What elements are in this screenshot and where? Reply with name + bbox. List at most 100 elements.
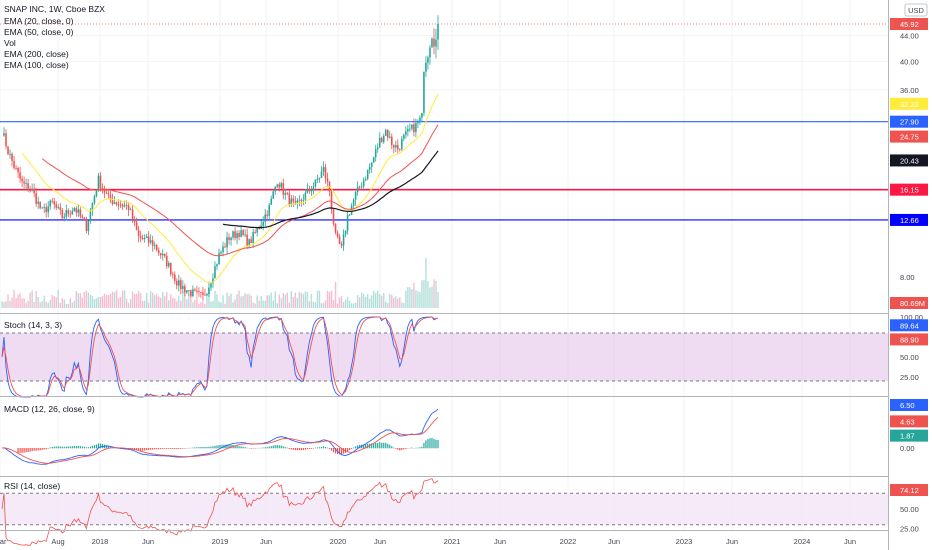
- candle-body: [242, 230, 244, 236]
- macd-hist-bar: [427, 439, 429, 449]
- candle-body: [111, 199, 114, 204]
- macd-hist-bar: [310, 448, 313, 449]
- volume-bar: [180, 300, 182, 308]
- macd-hist-bar: [320, 446, 323, 449]
- rsi-line: [1, 478, 439, 546]
- candle-body: [91, 203, 94, 211]
- stoch-tick-0: 100.00: [900, 313, 923, 322]
- rsi-tick-1: 25.00: [900, 525, 919, 534]
- macd-hist-bar: [385, 442, 387, 449]
- volume-bar: [320, 303, 323, 308]
- macd-hist-bar: [140, 448, 142, 451]
- stoch-k-line: [1, 316, 439, 398]
- legend-ema100[interactable]: EMA (100, close): [4, 60, 69, 70]
- volume-bar: [240, 296, 242, 308]
- volume-bar: [210, 301, 212, 308]
- macd-hist-bar: [415, 447, 417, 449]
- rsi-legend[interactable]: RSI (14, close): [4, 481, 60, 491]
- macd-hist-bar: [136, 448, 138, 451]
- legend-ema20[interactable]: EMA (20, close, 0): [4, 16, 74, 26]
- volume-bar: [352, 303, 355, 308]
- macd-hist-bar: [144, 448, 146, 451]
- candle-body: [382, 135, 385, 142]
- volume-bar: [156, 294, 158, 308]
- candle-body: [356, 186, 359, 193]
- macd-hist-bar: [172, 448, 174, 449]
- legend-vol[interactable]: Vol: [4, 38, 16, 48]
- volume-bar: [127, 302, 130, 308]
- stoch-band: [0, 333, 888, 381]
- legend-ema50[interactable]: EMA (50, close, 0): [4, 27, 74, 37]
- candle-body: [376, 147, 379, 150]
- macd-hist-bar: [19, 448, 21, 453]
- candle-body: [31, 188, 33, 191]
- price-axis[interactable]: 44.00 40.00 36.00 8.00 45.92 32.22 27.90 24.75 2…: [890, 18, 928, 534]
- currency-box[interactable]: USD: [904, 3, 928, 17]
- macd-hist-bar: [423, 442, 425, 449]
- macd-hist-bar: [357, 445, 359, 449]
- macd-hist-bar: [280, 445, 282, 449]
- candle-body: [107, 193, 110, 195]
- macd-hist-bar: [262, 447, 264, 449]
- candle-body: [99, 175, 102, 189]
- macd-badge-1-bg: [890, 415, 928, 428]
- macd-hist-bar: [168, 448, 170, 449]
- x-tick-13: Jun: [726, 537, 738, 546]
- volume-bar: [145, 292, 148, 308]
- volume-bar: [121, 290, 124, 308]
- volume-bar: [190, 291, 192, 308]
- currency-label: USD: [908, 6, 924, 15]
- volume-bar: [306, 291, 309, 308]
- macd-hist-bar: [212, 446, 214, 449]
- volume-bar: [139, 292, 142, 308]
- volume-bar: [288, 302, 291, 308]
- macd-hist-bar: [274, 445, 276, 449]
- macd-hist-bar: [216, 445, 218, 449]
- macd-legend[interactable]: MACD (12, 26, close, 9): [4, 404, 95, 414]
- candle-body: [67, 210, 70, 214]
- candle-body: [296, 200, 299, 203]
- price-badge-1-bg: [890, 97, 928, 110]
- macd-hist-bar: [324, 446, 327, 449]
- volume-bar: [27, 300, 29, 308]
- volume-bar: [310, 293, 313, 308]
- price-legend[interactable]: SNAP INC, 1W, Cboe BZX EMA (20, close, 0…: [4, 4, 105, 70]
- macd-hist-bar: [379, 442, 381, 449]
- volume-bar: [202, 298, 204, 308]
- candle-body: [358, 186, 361, 188]
- macd-hist-bar: [29, 448, 31, 452]
- volume-bar: [397, 298, 399, 308]
- volume-bar: [326, 290, 329, 308]
- candle-body: [316, 179, 319, 181]
- legend-ema200[interactable]: EMA (200, close): [4, 49, 69, 59]
- x-tick-3: Jun: [142, 537, 154, 546]
- candle-body: [306, 188, 309, 193]
- volume-bar: [147, 302, 150, 308]
- candle-body: [288, 193, 291, 205]
- macd-hist-bar: [334, 448, 337, 454]
- candle-body: [218, 253, 220, 265]
- stoch-legend[interactable]: Stoch (14, 3, 3): [4, 320, 62, 330]
- candle-body: [135, 221, 138, 231]
- volume-bar: [218, 301, 220, 308]
- candle-body: [178, 280, 180, 286]
- candle-body: [314, 179, 317, 187]
- grid: [0, 0, 888, 530]
- stoch-badge-0: 89.64: [900, 321, 919, 330]
- macd-hist-bar: [109, 446, 112, 449]
- macd-hist-bar: [246, 447, 248, 449]
- macd-hist-bar: [344, 448, 347, 453]
- time-axis[interactable]: Mar Aug 2018 Jun 2019 Jun 2020 Jun 2021 Jun 2022 Ju…: [0, 537, 856, 546]
- volume-bar: [324, 300, 327, 308]
- volume-bar: [57, 290, 59, 308]
- candle-body: [330, 191, 333, 210]
- volume-bar: [421, 280, 423, 308]
- candle-body: [119, 204, 122, 206]
- candle-body: [182, 286, 184, 290]
- candle-body: [198, 291, 200, 293]
- macd-hist-bar: [75, 446, 77, 449]
- volume-bar: [87, 292, 90, 308]
- macd-hist-bar: [218, 445, 220, 449]
